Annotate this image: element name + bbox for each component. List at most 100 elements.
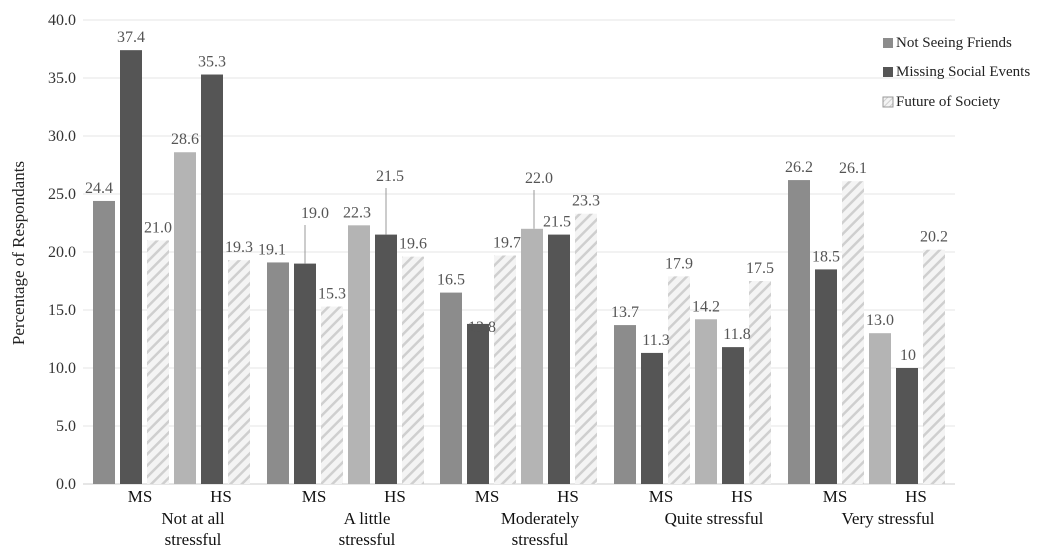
legend-label-friends: Not Seeing Friends [896,35,1012,51]
bar-friends-ms [440,292,462,484]
data-label: 21.5 [376,168,404,185]
data-label: 13.7 [611,304,639,321]
bar-social-events-ms [120,50,142,484]
bar-social-events-hs [896,368,918,484]
legend-label-future-society: Future of Society [896,94,1001,110]
data-label: 19.1 [258,241,286,258]
bars [93,50,945,485]
data-label: 26.1 [839,160,867,177]
legend-swatch-friends [883,38,893,48]
x-tick-label-ms: MS [302,487,327,506]
data-label: 10 [900,347,916,364]
bar-social-events-hs [722,347,744,484]
y-tick-label: 20.0 [48,244,76,261]
bar-friends-ms [93,200,115,484]
y-tick-label: 30.0 [48,128,76,145]
bar-future-society-hs [923,249,945,484]
bar-future-society-ms [842,181,864,485]
data-label: 37.4 [117,29,145,46]
bar-friends-hs [174,152,196,485]
data-label: 14.2 [692,298,720,315]
data-label: 16.5 [437,272,465,289]
data-label: 13.0 [866,312,894,329]
bar-future-society-hs [402,256,424,484]
data-label: 24.4 [85,180,113,197]
bar-future-society-ms [494,255,516,484]
category-label: A little [344,509,391,528]
y-tick-label: 10.0 [48,360,76,377]
data-label: 20.2 [920,229,948,246]
bar-future-society-hs [749,281,771,484]
category-label: Very stressful [841,509,934,528]
data-label: 26.2 [785,159,813,176]
x-tick-label-hs: HS [905,487,927,506]
legend: Not Seeing Friends Missing Social Events F… [882,35,1030,110]
data-label: 19.0 [301,205,329,222]
bar-friends-hs [869,333,891,484]
bar-social-events-ms [815,269,837,484]
data-label: 13.8 [468,319,496,336]
x-tick-label-ms: MS [475,487,500,506]
category-label: Not at all [161,509,225,528]
data-label: 19.6 [399,236,427,253]
data-label: 23.3 [572,193,600,210]
category-label: Moderately [501,509,580,528]
data-label: 18.5 [812,248,840,265]
bar-friends-ms [788,180,810,484]
data-label: 21.0 [144,219,172,236]
bar-future-society-ms [668,276,690,484]
y-tick-label: 35.0 [48,70,76,87]
y-tick-label: 25.0 [48,186,76,203]
data-label: 17.9 [665,255,693,272]
y-tick-label: 0.0 [56,476,76,493]
bar-friends-hs [695,319,717,484]
y-tick-label: 15.0 [48,302,76,319]
bar-social-events-ms [641,352,663,484]
data-label: 19.3 [225,239,253,256]
y-axis-label: Percentage of Respondants [9,161,28,345]
data-label: 15.3 [318,286,346,303]
y-tick-label: 40.0 [48,12,76,29]
data-label: 17.5 [746,260,774,277]
bar-friends-ms [614,325,636,484]
x-axis: MS HS Not at all stressful MS HS A little stres… [128,487,935,549]
data-label: 22.0 [525,170,553,187]
data-label: 11.8 [723,326,750,343]
x-tick-label-hs: HS [557,487,579,506]
x-tick-label-ms: MS [128,487,153,506]
x-tick-label-hs: HS [731,487,753,506]
legend-swatch-social-events [883,67,893,77]
bar-future-society-ms [147,240,169,484]
category-label: stressful [339,530,396,549]
category-label: stressful [512,530,569,549]
x-tick-label-ms: MS [823,487,848,506]
bar-social-events-ms [294,263,316,484]
y-tick-label: 5.0 [56,418,76,435]
bar-friends-hs [521,228,543,484]
bar-social-events-hs [201,74,223,485]
bar-social-events-hs [548,234,570,484]
bar-future-society-hs [575,213,597,484]
x-tick-label-hs: HS [210,487,232,506]
data-label: 21.5 [543,214,571,231]
y-axis: 0.0 5.0 10.0 15.0 20.0 25.0 30.0 35.0 40.0 [48,12,76,493]
data-label: 35.3 [198,54,226,71]
x-tick-label-ms: MS [649,487,674,506]
data-labels: 24.4 37.4 21.0 28.6 35.3 19.3 19.1 19.0 15.3 22.3… [85,29,948,364]
bar-friends-ms [267,262,289,484]
x-tick-label-hs: HS [384,487,406,506]
data-label: 11.3 [642,332,669,349]
data-label: 19.7 [493,234,521,251]
data-label: 22.3 [343,204,371,221]
bar-social-events-hs [375,234,397,484]
bar-friends-hs [348,225,370,484]
category-label: stressful [165,530,222,549]
legend-label-social-events: Missing Social Events [896,64,1030,80]
bar-social-events-ms [467,323,489,484]
bar-future-society-hs [228,260,250,484]
data-label: 28.6 [171,131,199,148]
bar-future-society-ms [321,306,343,484]
legend-swatch-future-society [882,96,894,108]
category-label: Quite stressful [665,509,764,528]
